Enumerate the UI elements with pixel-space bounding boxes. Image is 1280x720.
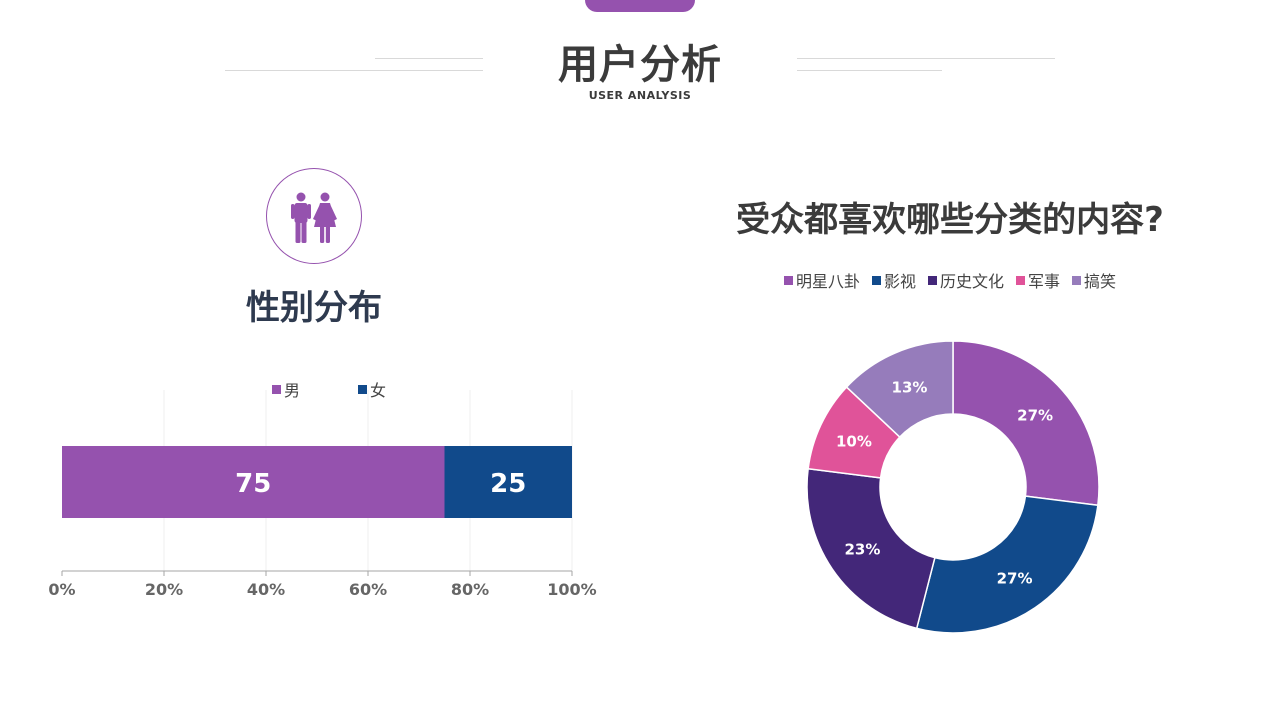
legend-swatch-male [272,384,281,394]
donut-legend-swatch [783,275,793,285]
donut-data-label: 23% [844,541,880,559]
donut-slice [806,467,936,630]
donut-slice [845,340,954,439]
donut-legend-swatch [927,275,937,285]
donut-legend-label: 历史文化 [939,272,1004,291]
page-subtitle: USER ANALYSIS [588,89,692,102]
donut-section-title: 受众都喜欢哪些分类的内容? [736,200,1164,240]
donut-data-label: 10% [836,432,872,450]
x-tick-label: 20% [145,580,183,599]
donut-legend-swatch [1016,275,1025,285]
donut-slice [952,340,1100,507]
header-deco-line [225,70,483,71]
top-accent-tab [585,0,695,12]
x-tick-label: 100% [547,580,596,599]
bar-segment [62,446,445,518]
donut-legend-swatch [1072,275,1082,285]
donut-data-label: 27% [1017,407,1053,425]
legend-item-female: 女 [358,377,386,401]
donut-legend-label: 搞笑 [1084,272,1117,291]
header-deco-line [797,58,1055,59]
donut-legend-item: 影视 [871,268,916,292]
x-tick-label: 60% [349,580,387,599]
legend-label-female: 女 [370,381,387,400]
donut-slice [915,495,1099,634]
legend-swatch-female [358,384,368,394]
bar-segment [444,446,572,518]
x-tick-label: 0% [48,580,75,599]
page-title: 用户分析 [558,42,722,88]
legend-item-male: 男 [272,377,300,401]
category-donut-chart: 27% 27% 23% 10% 13% [806,340,1100,634]
gender-section-title: 性别分布 [246,288,382,328]
donut-legend-label: 军事 [1028,272,1061,291]
gender-icon-circle [266,168,362,264]
donut-data-label: 13% [892,379,928,397]
donut-data-label: 27% [997,570,1033,588]
bar-data-label: 75 [235,469,271,499]
donut-legend-item: 搞笑 [1072,268,1116,292]
donut-legend-item: 历史文化 [927,268,1004,292]
donut-legend-label: 影视 [883,272,916,291]
donut-legend-swatch [871,275,881,285]
gender-bar-chart: 0% 20% 40% 60% 80% 100% 75 25 [48,390,597,599]
bar-chart-legend: 男 女 [272,377,444,401]
x-tick-label: 40% [247,580,285,599]
donut-legend-item: 明星八卦 [783,268,860,292]
donut-legend-label: 明星八卦 [795,272,860,291]
bar-data-label: 25 [490,469,526,499]
male-female-icon [291,192,337,243]
header-deco-line [375,58,483,59]
x-tick-label: 80% [451,580,489,599]
donut-chart-legend: 明星八卦 影视 历史文化 军事 搞笑 [700,268,1200,292]
legend-label-male: 男 [284,381,301,400]
header-deco-line [797,70,942,71]
donut-legend-item: 军事 [1016,268,1060,292]
